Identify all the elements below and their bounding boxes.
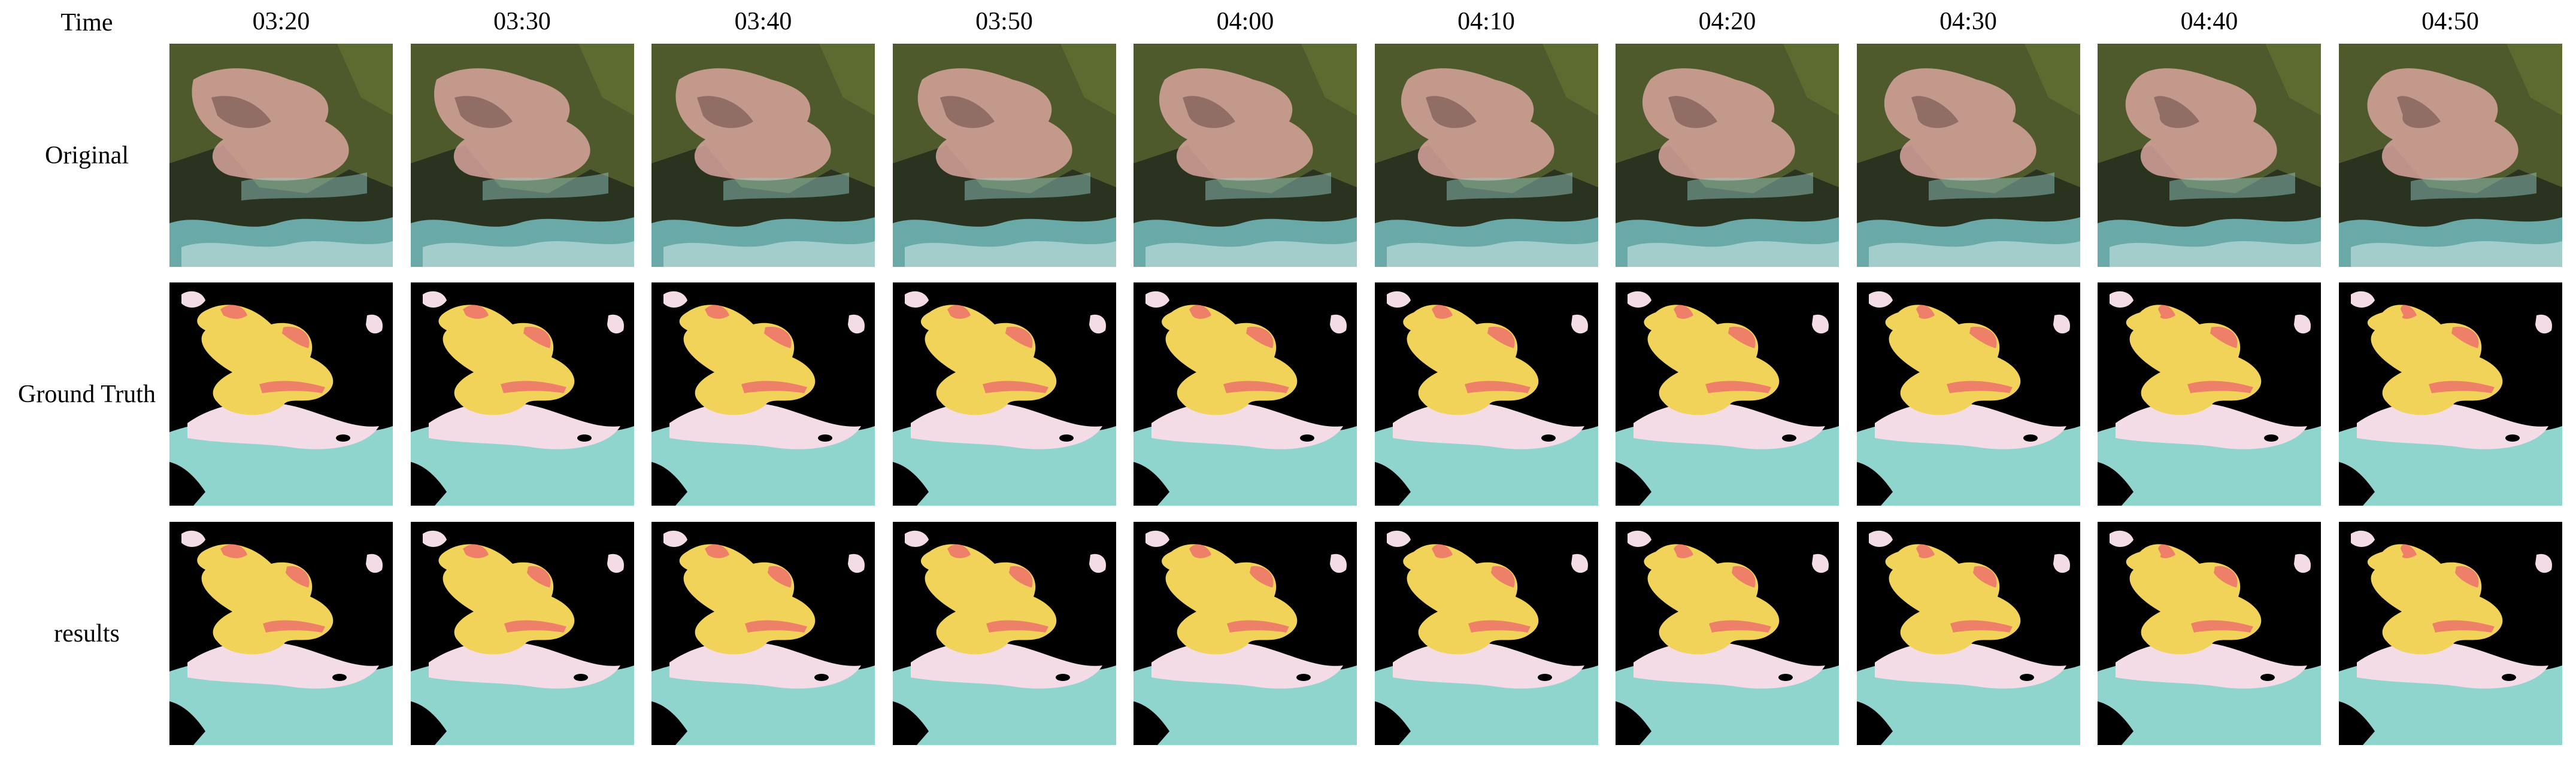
original-image-0440 [2098, 44, 2321, 267]
ground-truth-image-0440 [2098, 282, 2321, 506]
row-label-ground-truth: Ground Truth [18, 380, 156, 408]
ground-truth-image-0410 [1374, 282, 1598, 506]
results-image-0450 [2338, 522, 2562, 745]
row-label-original: Original [45, 141, 129, 169]
results-image-0440 [2098, 522, 2321, 745]
ground-truth-image-0450 [2338, 282, 2562, 506]
original-image-0400 [1134, 44, 1357, 267]
original-image-0340 [651, 44, 875, 267]
original-image-0350 [892, 44, 1116, 267]
header-time-label: Time [60, 9, 113, 37]
results-image-0400 [1134, 522, 1357, 745]
results-image-0320 [169, 522, 393, 745]
results-image-0340 [651, 522, 875, 745]
time-label-0350: 03:50 [975, 8, 1033, 35]
time-label-0450: 04:50 [2422, 8, 2479, 35]
ground-truth-image-0340 [651, 282, 875, 506]
ground-truth-image-0420 [1616, 282, 1839, 506]
ground-truth-image-0400 [1134, 282, 1357, 506]
time-label-0400: 04:00 [1216, 8, 1274, 35]
original-image-0320 [169, 44, 393, 267]
original-image-0450 [2338, 44, 2562, 267]
time-label-0330: 03:30 [493, 8, 551, 35]
original-image-0330 [410, 44, 634, 267]
ground-truth-image-0430 [1856, 282, 2080, 506]
original-image-0410 [1374, 44, 1598, 267]
results-image-0350 [892, 522, 1116, 745]
original-image-0420 [1616, 44, 1839, 267]
results-image-0420 [1616, 522, 1839, 745]
ground-truth-image-0350 [892, 282, 1116, 506]
time-label-0440: 04:40 [2180, 8, 2238, 35]
row-label-results: results [54, 619, 120, 647]
time-label-0340: 03:40 [734, 8, 792, 35]
results-image-0330 [410, 522, 634, 745]
results-image-0430 [1856, 522, 2080, 745]
ground-truth-image-0320 [169, 282, 393, 506]
time-label-0320: 03:20 [252, 8, 310, 35]
time-label-0420: 04:20 [1698, 8, 1756, 35]
ground-truth-image-0330 [410, 282, 634, 506]
time-label-0410: 04:10 [1457, 8, 1515, 35]
results-image-0410 [1374, 522, 1598, 745]
time-label-0430: 04:30 [1939, 8, 1997, 35]
original-image-0430 [1856, 44, 2080, 267]
